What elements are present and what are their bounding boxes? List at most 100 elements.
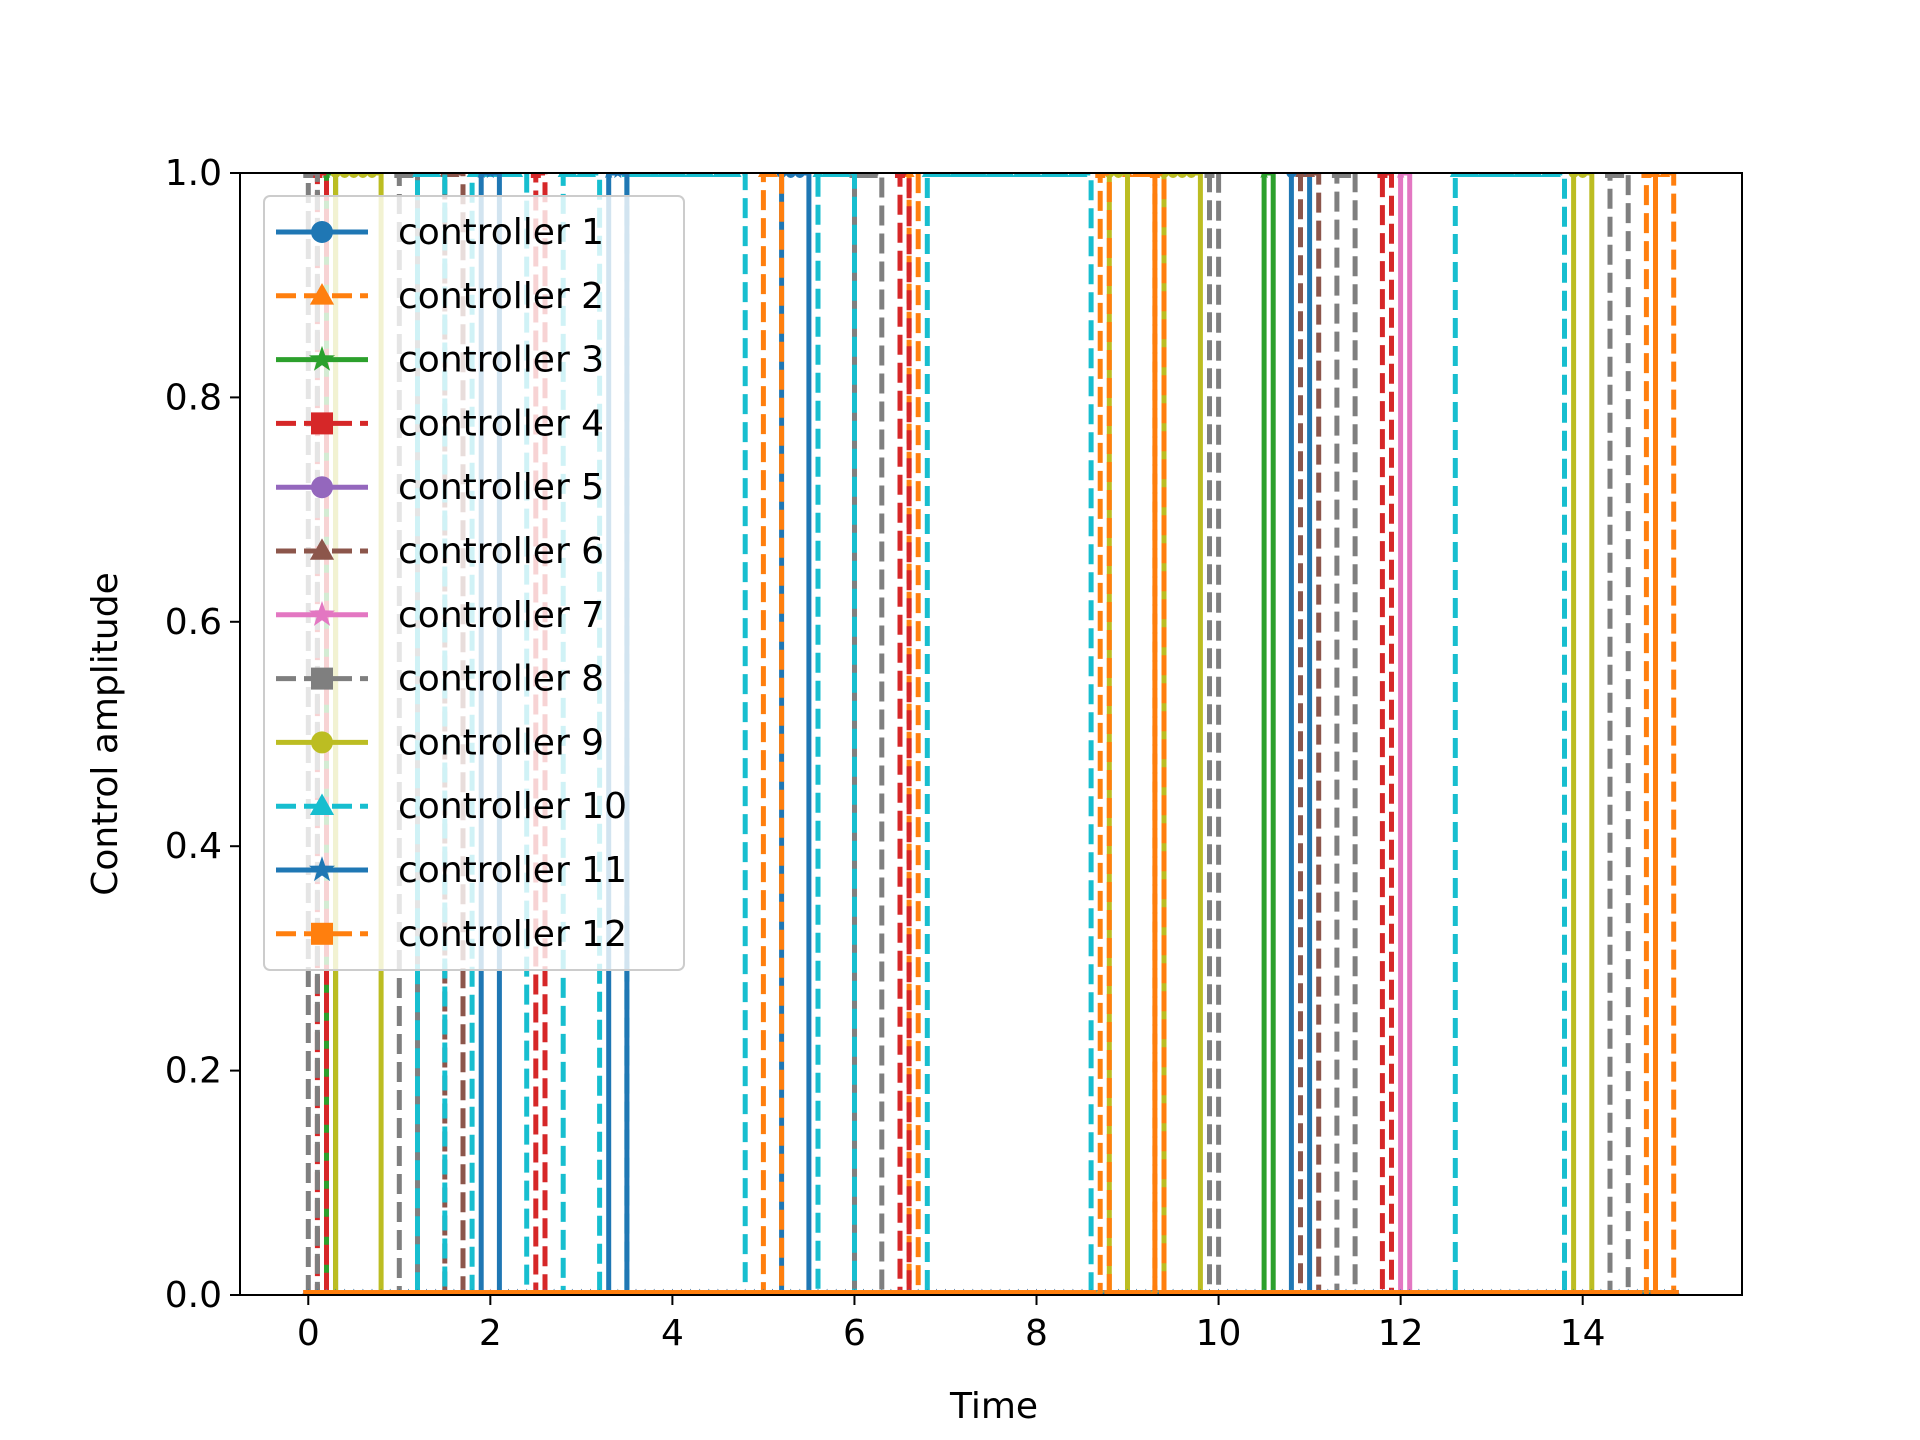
series-12-point [412, 1290, 423, 1295]
legend-entry: controller 3 [276, 340, 604, 381]
series-12-point [1641, 173, 1652, 178]
y-tick-label: 1.0 [165, 153, 222, 194]
series-12-point [376, 1290, 387, 1295]
series-12-point [1559, 1290, 1570, 1295]
legend-label: controller 10 [398, 786, 627, 827]
series-12-point [1213, 1290, 1224, 1295]
series-3-point [1260, 173, 1268, 179]
legend-marker [311, 922, 333, 945]
legend-entry: controller 7 [276, 595, 604, 636]
series-12-point [967, 1290, 978, 1295]
series-12-point [995, 1290, 1006, 1295]
series-12-point [1067, 1290, 1078, 1295]
series-12-point [1441, 1290, 1452, 1295]
series-12-point [849, 1290, 860, 1295]
series-12-point [1659, 1290, 1670, 1295]
series-layer [302, 173, 1680, 1295]
series-12-point [785, 1290, 796, 1295]
series-11-point [486, 173, 494, 179]
series-12-point [1668, 1290, 1679, 1295]
series-7-point [1397, 173, 1405, 179]
x-tick-label: 0 [297, 1313, 320, 1354]
series-11-point [477, 173, 485, 179]
series-12-point [357, 1290, 368, 1295]
series-12-point [1113, 1290, 1124, 1295]
legend-label: controller 11 [398, 850, 627, 891]
legend-marker [309, 793, 335, 815]
series-12-point [1650, 1290, 1661, 1295]
series-8-point [1341, 173, 1352, 178]
legend-label: controller 4 [398, 403, 604, 444]
legend-entry: controller 10 [276, 786, 627, 827]
series-12-point [767, 1290, 778, 1295]
series-12-point [904, 1290, 915, 1295]
x-tick-label: 2 [479, 1313, 502, 1354]
legend-marker [311, 667, 333, 690]
series-12-point [876, 1290, 887, 1295]
series-12-point [722, 1290, 733, 1295]
series-12-point [1605, 1290, 1616, 1295]
legend-entry: controller 11 [276, 850, 627, 891]
series-12-point [1231, 1290, 1242, 1295]
legend-entry: controller 6 [276, 531, 604, 572]
series-12-point [840, 1290, 851, 1295]
series-12-point [1131, 1290, 1142, 1295]
series-12-point [758, 1290, 769, 1295]
series-12-point [585, 1290, 596, 1295]
series-12-point [940, 1290, 951, 1295]
series-12-point [348, 1290, 359, 1295]
series-8-point [303, 173, 314, 178]
series-12-point [894, 1290, 905, 1295]
series-12-point [931, 1290, 942, 1295]
series-12-point [1532, 1290, 1543, 1295]
legend-marker [311, 412, 333, 435]
series-12-point [1259, 1290, 1270, 1295]
series-12-point [1277, 1290, 1288, 1295]
legend: controller 1 controller 2 controller 3 cont… [263, 195, 685, 971]
series-12-point [1140, 1290, 1151, 1295]
series-12-point [885, 1290, 896, 1295]
y-tick-label: 0.6 [165, 602, 222, 643]
series-12-point [649, 1290, 660, 1295]
y-axis-label: Control amplitude [85, 572, 126, 896]
x-tick-label: 14 [1560, 1313, 1606, 1354]
series-12-point [1240, 1290, 1251, 1295]
x-axis-label: Time [949, 1386, 1038, 1427]
series-1-point [794, 173, 805, 178]
x-tick-label: 4 [661, 1313, 684, 1354]
series-8-point [1614, 173, 1625, 178]
series-4-point [1377, 173, 1388, 178]
series-12-point [1413, 1290, 1424, 1295]
series-8-point [403, 173, 414, 178]
legend-entry: controller 12 [276, 914, 627, 955]
series-12-point [867, 1290, 878, 1295]
legend-entry: controller 4 [276, 403, 604, 444]
series-12-point [1168, 1290, 1179, 1295]
series-12-point [676, 1290, 687, 1295]
series-12-point [1122, 1290, 1133, 1295]
series-12-point [667, 1290, 678, 1295]
series-12-point [485, 1290, 496, 1295]
series-12-point [1040, 1290, 1051, 1295]
y-tick-label: 0.0 [165, 1275, 222, 1316]
series-12-point [458, 1290, 469, 1295]
series-12-point [1495, 1290, 1506, 1295]
series-12 [303, 173, 1679, 1295]
series-4-point [894, 173, 905, 178]
series-8-point [1331, 173, 1342, 178]
series-12-point [1486, 1290, 1497, 1295]
series-8-point [867, 173, 878, 178]
legend-label: controller 6 [398, 531, 604, 572]
legend-marker [311, 221, 333, 243]
series-12-point [1623, 1290, 1634, 1295]
series-12-point [640, 1290, 651, 1295]
series-12-point [1550, 1290, 1561, 1295]
series-12-point [1404, 1290, 1415, 1295]
series-9-point [330, 173, 341, 178]
series-12-point [749, 1290, 760, 1295]
series-12-point [922, 1290, 933, 1295]
series-12-point [594, 1290, 605, 1295]
series-12-point [312, 1290, 323, 1295]
series-9-point [1113, 173, 1124, 178]
x-axis: 0 2 4 6 8 10 12 14 [297, 1295, 1606, 1354]
